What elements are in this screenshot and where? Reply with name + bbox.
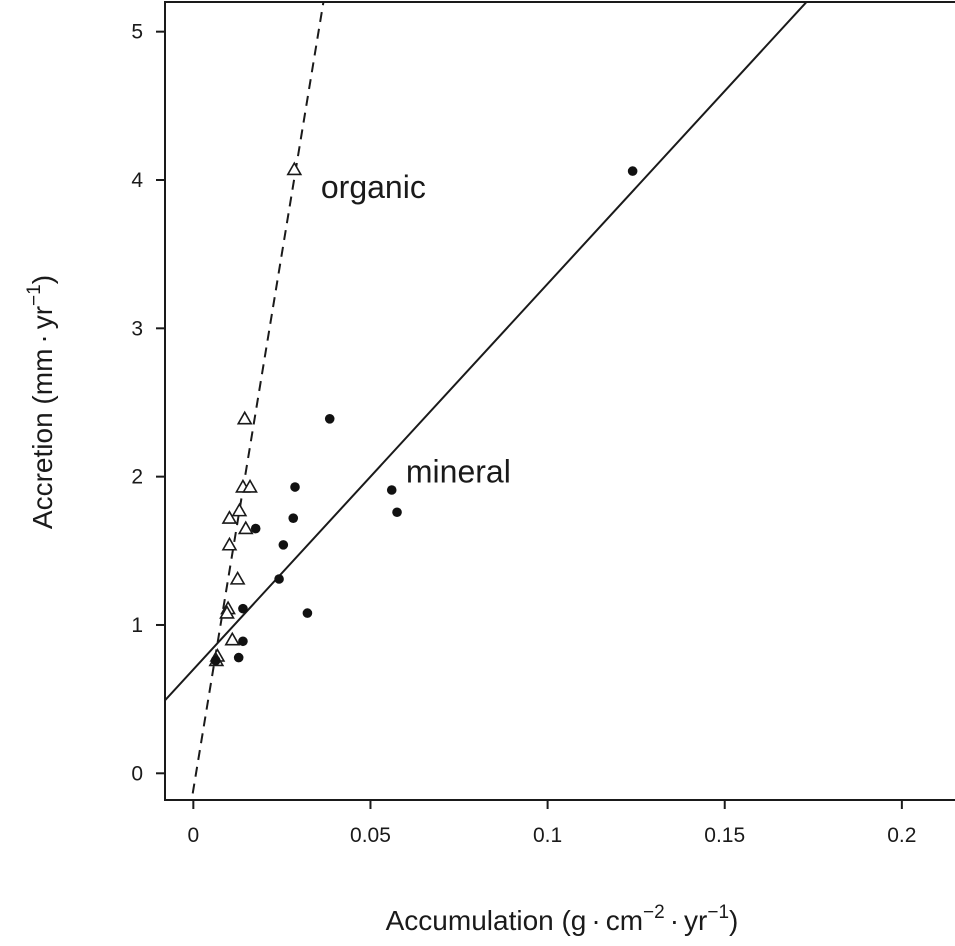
x-tick-label: 0 [187,824,199,847]
mineral-point [324,413,335,424]
organic-point [231,502,248,517]
organic-point [221,536,238,551]
y-tick-label: 1 [131,614,143,637]
mineral-point [290,482,300,492]
mineral-point [238,636,248,647]
x-tick-label: 0.1 [533,824,562,847]
mineral-point [233,652,244,663]
organic-point [236,410,253,425]
x-axis-title: Accumulation (g · cm−2 · yr−1) [386,902,739,936]
mineral-label: mineral [406,454,511,490]
x-tick-label: 0.15 [704,824,745,847]
mineral-point [238,603,248,614]
mineral-point [627,166,638,176]
organic-point [221,510,238,524]
mineral-point [302,608,313,618]
y-tick-label: 5 [131,21,143,44]
y-tick-label: 0 [131,762,143,785]
x-tick-label: 0.2 [887,824,916,847]
organic-label: organic [321,169,426,205]
y-tick-label: 2 [131,466,143,489]
mineral-point [392,507,402,518]
organic-point [286,161,303,176]
mineral-point [386,485,397,495]
y-tick-label: 4 [131,169,143,192]
x-tick-label: 0.05 [350,824,391,847]
mineral-fit-line [165,2,808,702]
organic-point [242,478,258,493]
y-axis-title: Accretion (mm·yr−1) [24,275,58,529]
organic-fit-line [190,2,325,800]
organic-point [224,631,241,646]
plot-area: 0 0.05 0.1 0.15 0.2 0 1 2 3 4 5 organic mineral [131,1,955,847]
plot-frame [164,1,955,801]
mineral-point [288,513,299,523]
y-tick-label: 3 [131,317,143,340]
mineral-point [274,574,284,584]
organic-point [219,604,235,619]
mineral-point [250,523,261,534]
organic-point [237,520,254,535]
mineral-point [210,655,221,666]
organic-point [229,570,246,585]
mineral-point [278,540,289,550]
